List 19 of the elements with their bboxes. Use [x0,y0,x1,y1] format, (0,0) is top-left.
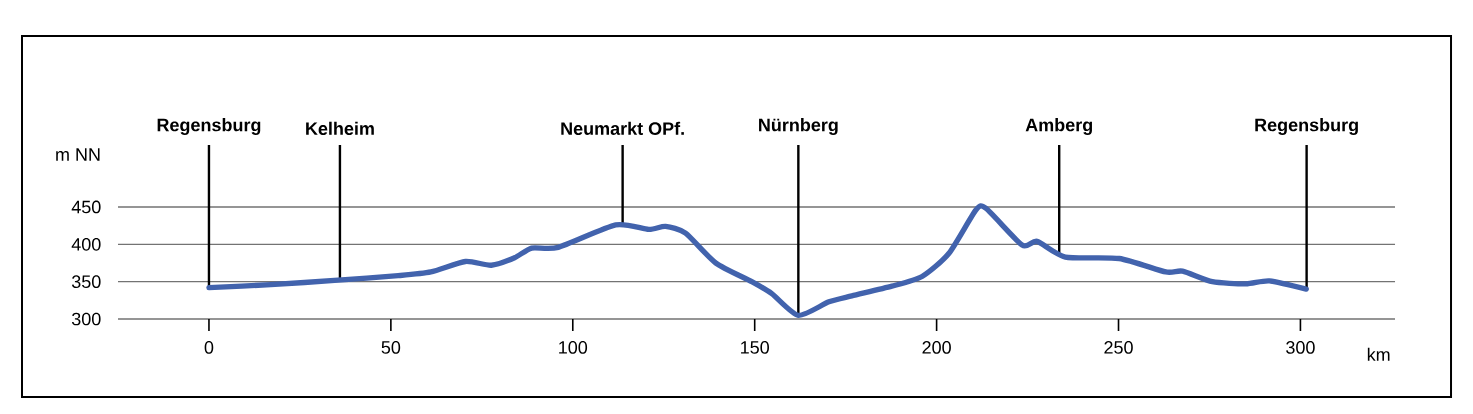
x-tick-label: 250 [1104,341,1133,354]
y-axis-title: m NN [56,148,100,161]
ref-line-label: Regensburg [1255,118,1358,135]
y-tick-label: 350 [71,275,101,289]
ref-line-label: Neumarkt OPf. [561,121,684,135]
ref-line-label: Kelheim [306,121,374,135]
x-tick-label: 200 [922,341,951,354]
x-tick-label: 50 [381,341,401,354]
y-tick-label: 400 [71,237,101,251]
x-tick-label: 100 [559,341,588,354]
x-tick-label: 0 [204,341,214,354]
x-axis-title: km [1367,347,1390,361]
x-tick-label: 150 [741,341,769,354]
ref-line-label: Amberg [1025,118,1092,135]
ref-line-label: Nürnberg [759,118,838,135]
x-tick-label: 300 [1286,341,1315,354]
y-tick-label: 300 [71,312,101,326]
ref-line-label: Regensburg [157,118,261,135]
y-tick-label: 450 [71,200,101,214]
